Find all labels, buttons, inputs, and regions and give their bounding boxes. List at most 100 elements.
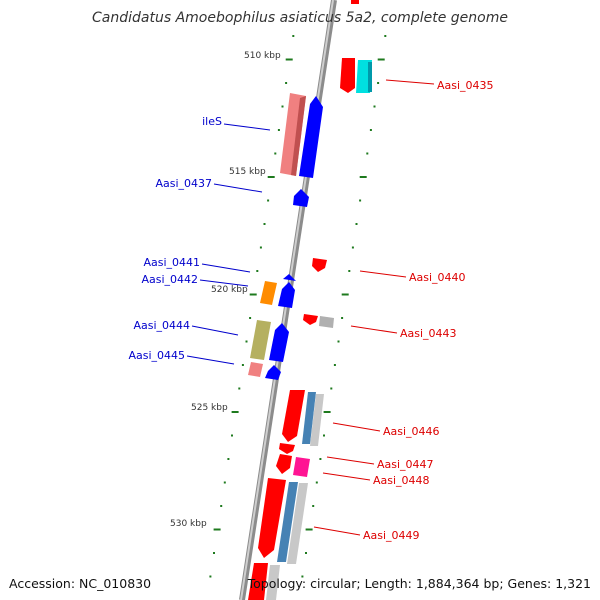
gene-feature-aasi-0443-b (319, 316, 334, 328)
tick-mark (348, 270, 351, 272)
gene-feature-aasi-0448-a (276, 454, 292, 474)
gene-label-iles[interactable]: ileS (202, 115, 222, 128)
gene-feature-aasi-0435-c (368, 62, 372, 92)
tick-mark (227, 458, 230, 460)
tick-mark (355, 223, 358, 225)
tick-mark (341, 293, 349, 296)
gene-label-aasi-0445[interactable]: Aasi_0445 (128, 349, 185, 362)
tick-mark (319, 458, 322, 460)
gene-feature-aasi-0447 (279, 443, 295, 454)
gene-label-aasi-0437[interactable]: Aasi_0437 (155, 177, 212, 190)
tick-mark (249, 317, 252, 319)
gene-label-aasi-0443[interactable]: Aasi_0443 (400, 327, 457, 340)
tick-mark (231, 434, 233, 437)
tick-mark (312, 505, 315, 507)
tick-mark (292, 35, 295, 37)
tick-mark (256, 270, 259, 272)
accession-text: Accession: NC_010830 (9, 576, 152, 591)
tick-mark (351, 246, 354, 249)
tick-mark (274, 152, 277, 155)
tick-mark (249, 293, 257, 296)
gene-feature-aasi-0446-c (310, 394, 324, 446)
gene-feature-aasi-0445-b (265, 365, 281, 380)
gene-feature-aasi-0446-a (282, 390, 305, 442)
tick-mark (213, 528, 221, 531)
gene-feature-aasi-0444-b (269, 323, 289, 362)
gene-feature-aasi-0448-b (293, 457, 310, 477)
tick-mark (301, 575, 304, 578)
gene-label-aasi-0440[interactable]: Aasi_0440 (409, 271, 466, 284)
kbp-label-510: 510 kbp (244, 51, 281, 61)
gene-label-aasi-0442[interactable]: Aasi_0442 (141, 273, 198, 286)
tick-mark (241, 364, 244, 366)
tick-mark (315, 481, 318, 484)
gene-label-aasi-0444[interactable]: Aasi_0444 (133, 319, 190, 332)
tick-mark (341, 317, 344, 319)
gene-label-aasi-0435[interactable]: Aasi_0435 (437, 79, 494, 92)
gene-feature-aasi-0443-a (303, 314, 318, 325)
tick-mark (337, 340, 340, 343)
tick-mark (281, 105, 284, 108)
tick-mark (213, 552, 215, 554)
gene-feature-aasi-0441 (283, 274, 296, 281)
tick-mark (285, 58, 293, 61)
tick-marks (209, 35, 387, 578)
gene-label-aasi-0446[interactable]: Aasi_0446 (383, 425, 440, 438)
minus-strand-genes (248, 0, 372, 600)
tick-mark (305, 552, 307, 554)
gene-feature-aasi-0449-b (277, 482, 298, 562)
tick-mark (305, 528, 313, 531)
kbp-label-515: 515 kbp (229, 167, 266, 177)
tick-mark (369, 129, 372, 131)
tick-mark (384, 35, 387, 37)
label-leader-lines (186, 79, 435, 536)
gene-label-aasi-0449[interactable]: Aasi_0449 (363, 529, 420, 542)
topology-text: Topology: circular; Length: 1,884,364 bp… (247, 576, 591, 591)
tick-mark (220, 505, 223, 507)
gene-feature-bottom-a (248, 563, 268, 600)
gene-feature-aasi-0446-b (302, 392, 316, 444)
gene-feature-aasi-0440 (312, 258, 327, 272)
tick-mark (277, 129, 280, 131)
gene-feature-aasi-0449-a (258, 478, 286, 558)
gene-feature-aasi-0442-a (260, 281, 277, 305)
tick-mark (285, 82, 288, 84)
gene-feature-bottom-b (266, 565, 280, 600)
tick-mark (231, 411, 239, 413)
gene-feature-top (351, 0, 359, 4)
tick-mark (245, 340, 248, 343)
tick-mark (267, 199, 270, 202)
tick-mark (333, 364, 336, 366)
gene-label-aasi-0448[interactable]: Aasi_0448 (373, 474, 430, 487)
tick-mark (263, 223, 266, 225)
gene-feature-aasi-0445-a (248, 362, 263, 377)
tick-mark (373, 105, 376, 108)
tick-mark (377, 58, 385, 61)
gene-label-aasi-0441[interactable]: Aasi_0441 (143, 256, 200, 269)
kbp-label-530: 530 kbp (170, 519, 207, 529)
gene-feature-aasi-0449-c (287, 483, 308, 564)
kbp-label-520: 520 kbp (211, 285, 248, 295)
gene-feature-aasi-0444-a (250, 320, 271, 360)
tick-mark (359, 199, 362, 202)
tick-mark (366, 152, 369, 155)
gene-feature-iles-c (299, 96, 323, 178)
tick-mark (359, 176, 367, 178)
tick-mark (267, 176, 275, 178)
tick-mark (223, 481, 226, 484)
tick-mark (330, 387, 333, 390)
kbp-label-525: 525 kbp (191, 403, 228, 413)
tick-mark (323, 411, 331, 413)
gene-feature-aasi-0442-b (278, 282, 295, 308)
map-title: Candidatus Amoebophilus asiaticus 5a2, c… (92, 10, 508, 26)
tick-mark (377, 82, 380, 84)
tick-mark (209, 575, 212, 578)
gene-label-aasi-0447[interactable]: Aasi_0447 (377, 458, 434, 471)
gene-feature-iles-b (291, 96, 306, 176)
gene-feature-aasi-0437 (293, 189, 309, 207)
gene-feature-aasi-0435-a (340, 58, 355, 93)
tick-mark (259, 246, 262, 249)
tick-mark (238, 387, 241, 390)
plus-strand-genes (248, 93, 323, 380)
